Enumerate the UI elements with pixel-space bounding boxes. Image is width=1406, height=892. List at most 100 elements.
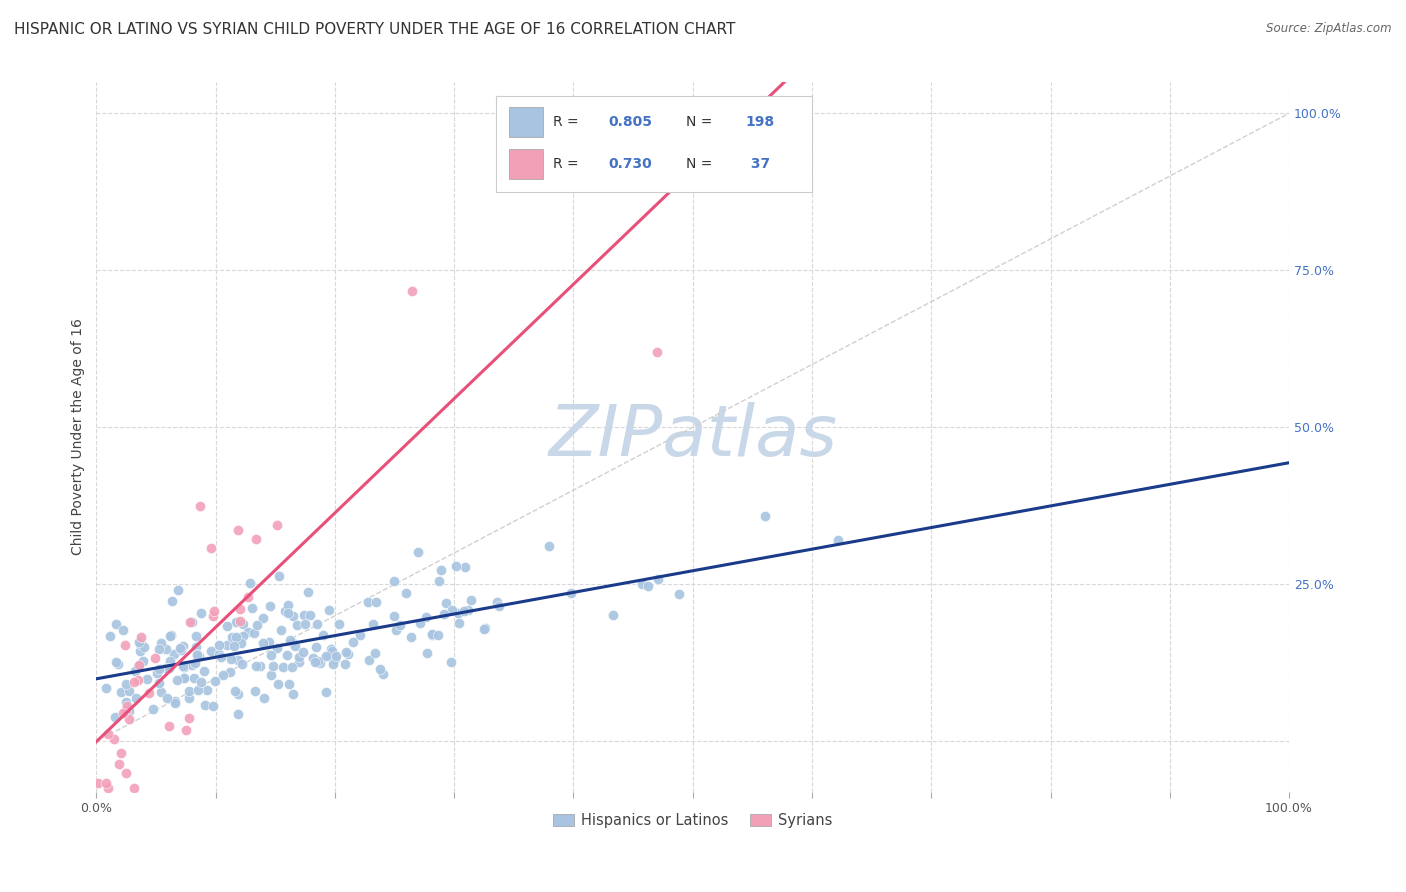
Point [243,625,266,640]
Point [270,623,292,637]
Point [104,710,127,724]
Point [180,615,202,629]
Point [127,658,149,673]
Point [335,644,357,658]
Point [416,646,439,660]
Point [245,532,267,546]
Point [218,665,240,679]
Point [231,657,253,672]
Point [229,601,252,615]
Point [299,607,322,622]
Point [631,577,654,591]
Point [177,683,200,698]
Point [94,776,117,790]
Point [159,630,181,644]
Text: ZIPatlas: ZIPatlas [548,402,837,471]
Point [129,644,152,658]
Point [426,627,449,641]
Point [188,649,211,664]
Point [146,666,169,681]
Point [177,711,200,725]
Point [281,635,304,649]
Point [645,345,668,359]
Point [226,688,249,702]
Point [668,587,690,601]
Point [190,606,212,620]
Point [190,674,212,689]
Point [148,642,170,657]
Point [187,682,209,697]
Point [312,628,335,642]
Point [193,664,215,678]
Point [328,617,350,632]
Point [415,610,437,624]
Point [96,681,118,695]
Point [232,617,254,632]
Point [201,608,224,623]
Point [602,608,624,623]
Point [321,644,343,658]
Point [321,642,343,657]
Point [226,653,249,667]
Point [433,607,456,621]
Point [342,635,364,649]
Point [148,675,170,690]
Point [308,656,330,670]
Point [118,683,141,698]
Point [384,574,406,589]
Point [488,599,510,613]
Point [209,649,232,664]
Point [127,673,149,687]
Point [98,629,121,643]
Point [122,781,145,796]
Legend: Hispanics or Latinos, Syrians: Hispanics or Latinos, Syrians [547,807,838,834]
Point [204,674,226,689]
Point [128,635,150,649]
Point [159,654,181,668]
Point [202,698,225,713]
Point [155,642,177,657]
Point [262,659,284,673]
Point [96,727,118,741]
Point [224,639,246,653]
Point [115,695,138,709]
Point [288,650,311,665]
Point [110,684,132,698]
Point [447,607,470,621]
Point [304,655,326,669]
Point [186,648,208,662]
Point [337,647,360,661]
Point [138,686,160,700]
Point [172,640,194,654]
Point [173,672,195,686]
Point [162,593,184,607]
Point [211,667,233,681]
Point [323,652,346,666]
Point [166,583,188,598]
Point [239,576,262,591]
Point [150,635,173,649]
Point [252,636,274,650]
Point [107,657,129,672]
Point [266,518,288,533]
Point [420,627,443,641]
Point [472,622,495,636]
Point [754,508,776,523]
Point [333,657,356,671]
Point [277,677,299,691]
Point [368,662,391,676]
Point [371,667,394,681]
Point [104,617,127,632]
Point [224,684,246,698]
Point [108,757,131,772]
Point [124,664,146,678]
Point [236,625,259,640]
Point [215,619,238,633]
Point [165,696,187,710]
Point [155,661,177,675]
Point [173,672,195,686]
Point [259,599,281,613]
Point [305,640,328,654]
Point [219,651,242,665]
Point [288,655,311,669]
